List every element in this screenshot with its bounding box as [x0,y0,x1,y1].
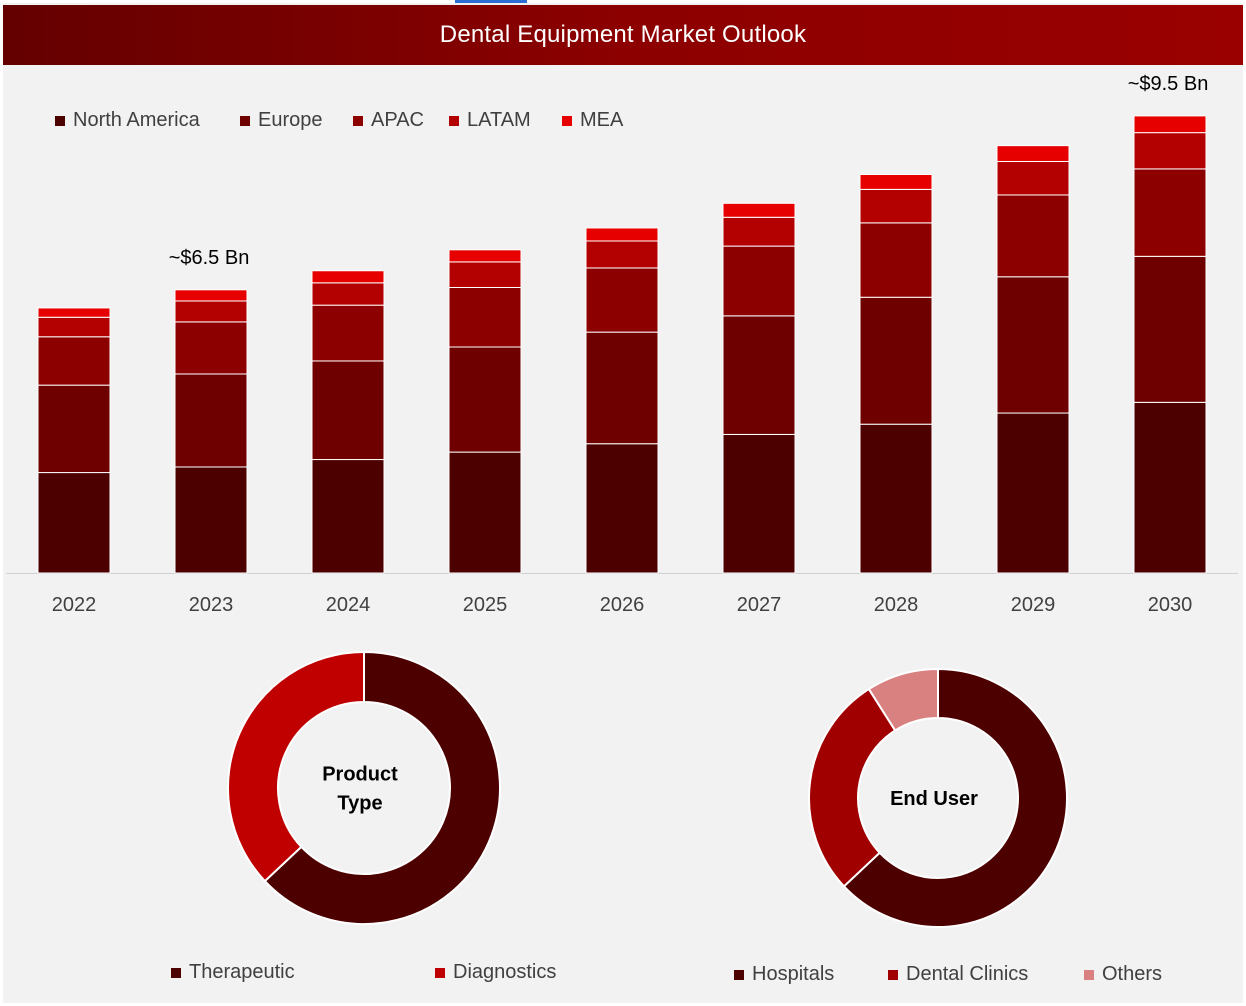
bar-north-america-2029 [996,412,1070,574]
bar-europe-2030 [1133,255,1207,403]
bar-europe-2029 [996,276,1070,414]
legend-item-europe: Europe [240,109,323,132]
legend-label: MEA [580,109,624,131]
legend-label: North America [73,109,200,131]
product-type-slice-therapeutic [263,650,501,925]
legend-label: Hospitals [752,963,835,985]
legend-label: Dental Clinics [906,963,1029,985]
bar-apac-2027 [722,245,796,317]
legend-label: Europe [258,109,323,131]
x-tick-label: 2028 [874,594,919,616]
bar-apac-2024 [311,304,385,362]
bar-europe-2028 [859,296,933,425]
bar-latam-2029 [996,160,1070,196]
bar-north-america-2023 [174,466,248,574]
bar-mea-2029 [996,145,1070,162]
bar-europe-2027 [722,315,796,435]
x-tick-label: 2027 [737,594,782,616]
bar-latam-2028 [859,188,933,224]
bar-north-america-2026 [585,443,659,574]
bar-mea-2024 [311,270,385,284]
bar-north-america-2022 [37,472,111,574]
total-annotation-2023: ~$6.5 Bn [169,247,250,269]
legend-swatch [435,967,445,978]
bar-apac-2023 [174,321,248,375]
end-user-center-label: End User [890,788,978,810]
x-tick-label: 2026 [600,594,645,616]
legend-item-hospitals: Hospitals [734,963,834,986]
x-tick-label: 2029 [1011,594,1056,616]
legend-swatch [734,969,744,980]
x-tick-label: 2024 [326,594,371,616]
bar-north-america-2027 [722,433,796,574]
bar-latam-2025 [448,261,522,288]
legend-item-dental-clinics: Dental Clinics [888,963,1028,986]
legend-item-mea: MEA [562,109,623,132]
bar-europe-2023 [174,373,248,468]
bar-mea-2030 [1133,115,1207,134]
end-user-slice-hospitals [842,667,1068,928]
bar-latam-2027 [722,216,796,247]
legend-swatch [562,115,572,126]
page-title: Dental Equipment Market Outlook [439,21,807,48]
bar-north-america-2028 [859,423,933,574]
bar-europe-2022 [37,384,111,474]
bar-europe-2026 [585,331,659,445]
bar-mea-2026 [585,227,659,242]
bar-mea-2025 [448,249,522,263]
bar-latam-2026 [585,240,659,269]
bar-apac-2030 [1133,168,1207,257]
x-tick-label: 2030 [1148,594,1193,616]
legend-swatch [1084,969,1094,980]
legend-swatch [55,115,65,126]
legend-label: Diagnostics [453,961,557,983]
total-annotation-2030: ~$9.5 Bn [1128,73,1209,95]
legend-item-others: Others [1084,963,1162,986]
product-type-center-label: Type [337,793,382,815]
bar-europe-2024 [311,360,385,461]
bar-latam-2022 [37,316,111,338]
legend-swatch [353,115,363,126]
x-tick-label: 2025 [463,594,508,616]
end-user-slice-others [867,667,939,732]
legend-swatch [888,969,898,980]
legend-item-north-america: North America [55,109,200,132]
end-user-slice-dental-clinics [808,687,897,888]
legend-label: Others [1102,963,1163,985]
bar-mea-2022 [37,307,111,318]
legend-label: Therapeutic [189,961,295,983]
bar-latam-2023 [174,300,248,323]
page-title-banner: Dental Equipment Market Outlook [3,5,1243,65]
bar-apac-2028 [859,222,933,298]
bar-apac-2022 [37,336,111,386]
legend-item-apac: APAC [353,109,424,132]
bar-north-america-2024 [311,459,385,574]
bar-latam-2024 [311,282,385,306]
bar-mea-2023 [174,289,248,302]
window-accent-line [455,0,527,3]
x-tick-label: 2022 [52,594,97,616]
bar-mea-2027 [722,202,796,218]
product-type-center-label: Product [322,764,398,786]
legend-swatch [449,115,459,126]
legend-label: LATAM [467,109,531,131]
x-tick-label: 2023 [189,594,234,616]
bar-north-america-2030 [1133,401,1207,574]
bar-apac-2029 [996,194,1070,278]
legend-item-latam: LATAM [449,109,531,132]
product-type-slice-diagnostics [227,650,365,883]
legend-item-diagnostics: Diagnostics [435,961,556,984]
legend-label: APAC [371,109,424,131]
legend-swatch [171,967,181,978]
bar-north-america-2025 [448,451,522,574]
legend-item-therapeutic: Therapeutic [171,961,295,984]
legend-swatch [240,115,250,126]
bar-latam-2030 [1133,132,1207,170]
bar-mea-2028 [859,173,933,190]
bar-apac-2025 [448,286,522,348]
bar-apac-2026 [585,267,659,333]
bar-europe-2025 [448,346,522,453]
